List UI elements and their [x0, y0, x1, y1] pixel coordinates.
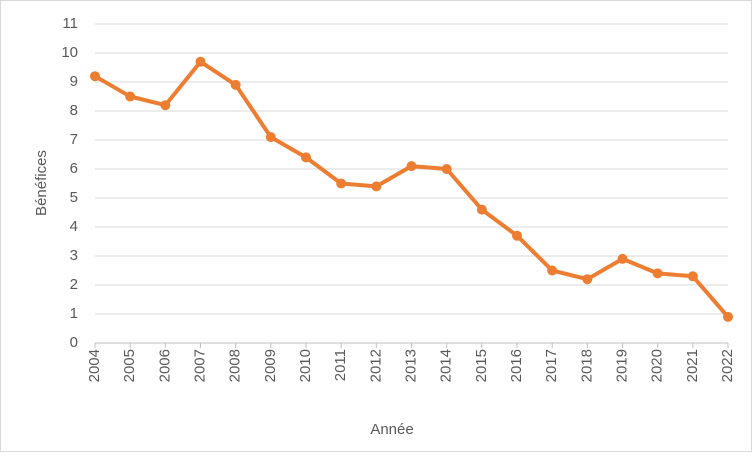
- y-tick-label: 10: [61, 44, 78, 61]
- point: [336, 178, 347, 189]
- point: [547, 265, 558, 276]
- y-tick-label: 11: [62, 15, 78, 32]
- x-tick-label: 2012: [367, 349, 384, 382]
- x-axis-title: Année: [370, 421, 413, 438]
- y-tick-label: 1: [70, 305, 78, 322]
- point: [476, 204, 487, 215]
- point: [230, 79, 241, 90]
- x-tick-label: 2018: [578, 349, 595, 382]
- point: [723, 311, 733, 322]
- y-tick-label: 9: [70, 73, 78, 90]
- point: [195, 56, 206, 67]
- x-tick-label: 2014: [438, 349, 455, 382]
- x-tick-label: 2017: [543, 349, 560, 382]
- x-tick-label: 2010: [297, 349, 314, 382]
- point: [617, 253, 628, 264]
- point: [301, 152, 311, 163]
- x-tick-label: 2009: [262, 349, 279, 382]
- point: [265, 132, 276, 143]
- x-tick-label: 2015: [473, 349, 490, 382]
- x-tick-label: 2013: [402, 349, 419, 382]
- y-tick-label: 4: [70, 218, 78, 235]
- y-tick-label: 7: [70, 131, 78, 148]
- y-tick-label: 2: [70, 276, 78, 293]
- point: [652, 268, 663, 279]
- y-tick-label: 8: [70, 102, 78, 119]
- x-tick-label: 2005: [121, 349, 138, 382]
- point: [687, 271, 698, 282]
- x-tick-label: 2006: [156, 349, 173, 382]
- y-axis-title: Bénéfices: [33, 150, 50, 216]
- point: [582, 274, 593, 285]
- y-tick-label: 6: [70, 160, 78, 177]
- y-tick-label: 5: [70, 189, 78, 206]
- x-tick-label: 2019: [613, 349, 630, 382]
- point: [406, 161, 417, 172]
- point: [512, 230, 522, 241]
- x-tick-label: 2008: [227, 349, 244, 382]
- y-tick-label: 0: [70, 334, 78, 351]
- x-tick-label: 2011: [332, 349, 349, 381]
- x-tick-label: 2004: [86, 349, 103, 382]
- x-tick-label: 2022: [719, 349, 736, 382]
- x-tick-label: 2016: [508, 349, 525, 382]
- point: [90, 71, 100, 82]
- y-tick-label: 3: [70, 247, 78, 264]
- x-tick-label: 2020: [649, 349, 666, 382]
- point: [441, 164, 452, 174]
- point: [371, 181, 382, 192]
- point: [125, 91, 136, 102]
- x-tick-label: 2021: [684, 349, 701, 382]
- x-tick-label: 2007: [191, 349, 208, 382]
- point: [160, 100, 171, 111]
